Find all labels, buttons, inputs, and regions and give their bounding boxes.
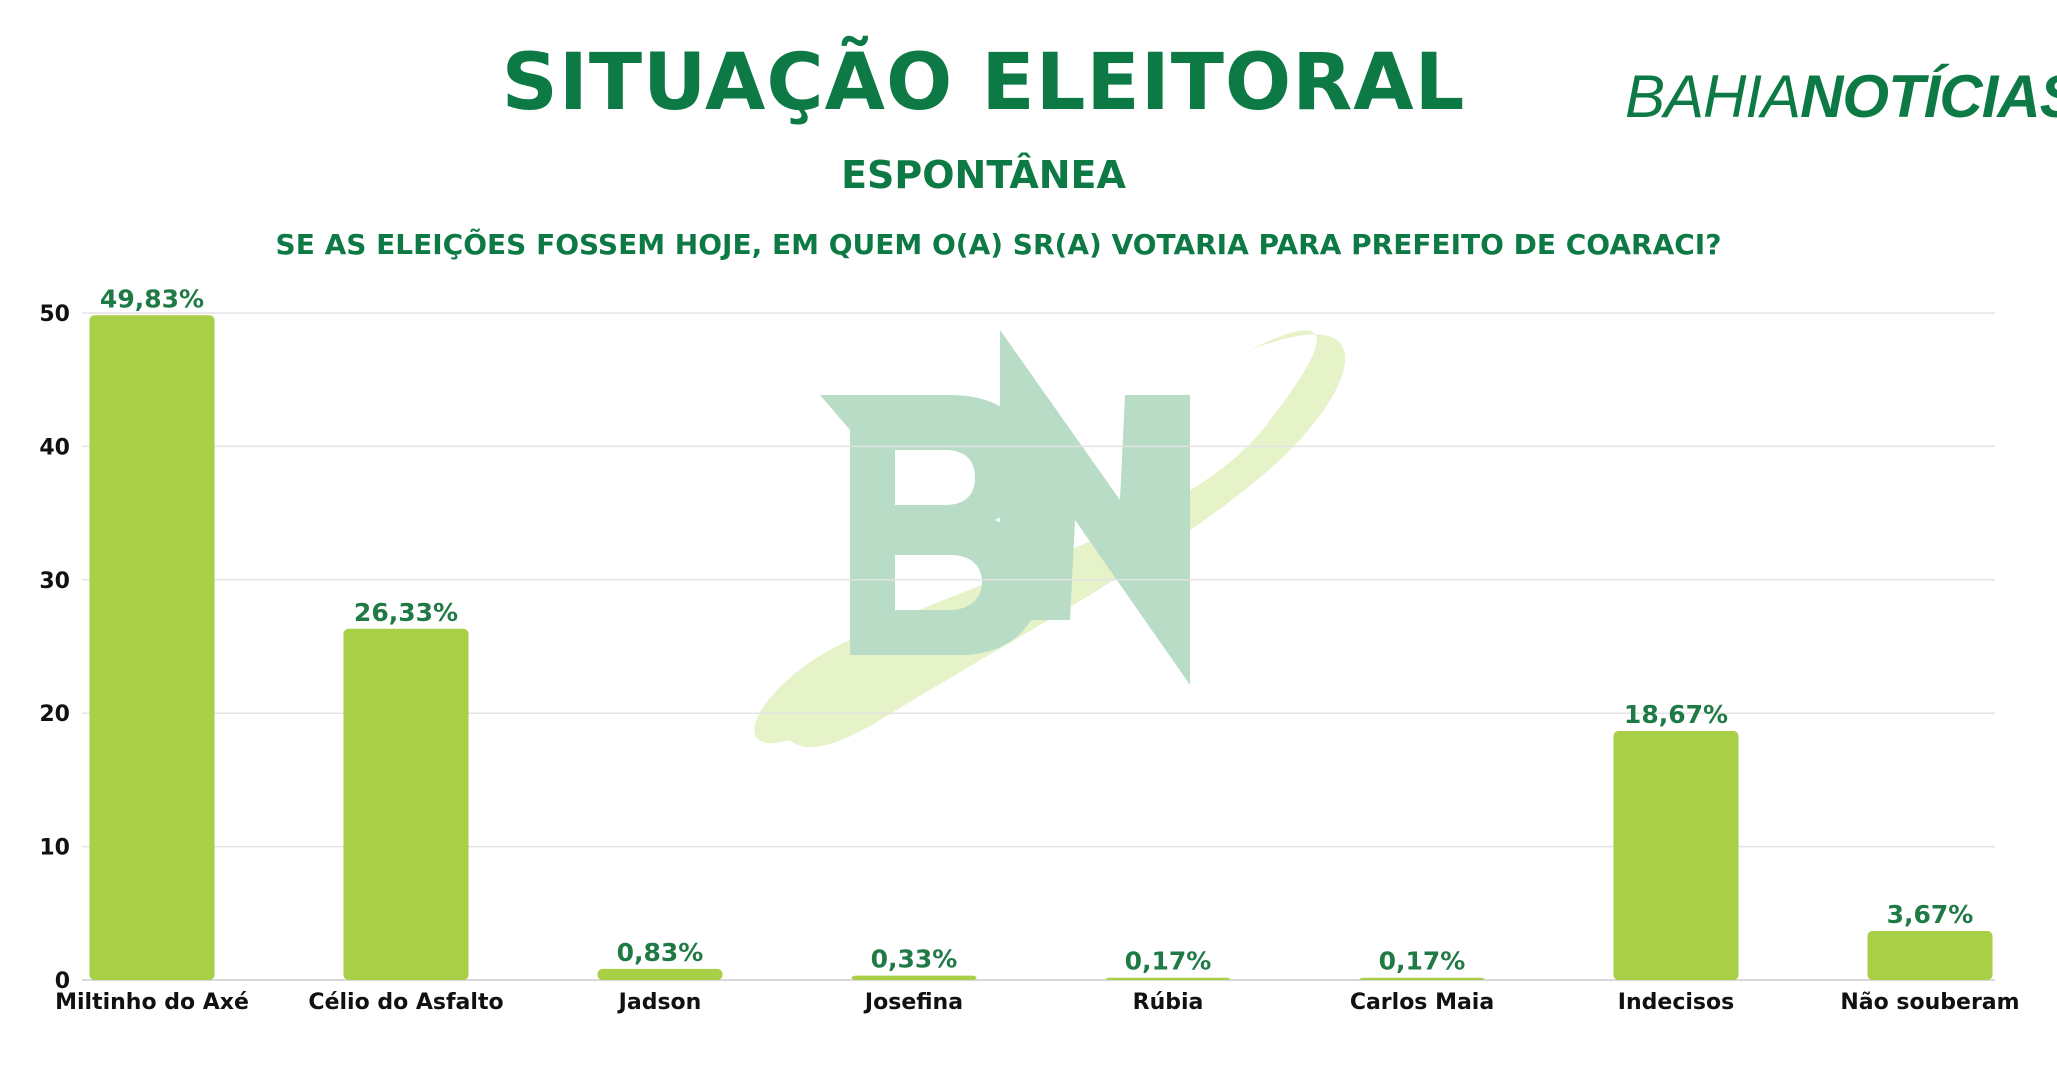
bar (1867, 931, 1993, 980)
bar (343, 628, 469, 980)
y-tick-label: 30 (39, 569, 70, 594)
data-labels: 49,83% 26,33% 0,83% 0,33% 0,17% 0,17% 18,67% 3,… (100, 284, 1973, 975)
data-label: 0,17% (1125, 947, 1212, 976)
category-label: Não souberam (1840, 990, 2019, 1015)
y-tick-label: 20 (39, 702, 70, 727)
y-tick-label: 40 (39, 435, 70, 460)
data-label: 3,67% (1887, 900, 1974, 929)
y-axis-ticks: 0 10 20 30 40 50 (39, 302, 70, 994)
y-tick-label: 0 (55, 969, 70, 994)
category-label: Indecisos (1618, 990, 1734, 1015)
category-label: Miltinho do Axé (55, 990, 249, 1015)
logo-part-bahia: BAHIA (1625, 63, 1801, 130)
bar (89, 315, 215, 980)
data-label: 0,33% (871, 945, 958, 974)
bar (851, 975, 977, 980)
category-label: Josefina (863, 990, 963, 1015)
category-label: Jadson (617, 990, 702, 1015)
bn-watermark-icon (754, 330, 1346, 748)
bar (597, 968, 723, 980)
category-label: Carlos Maia (1350, 990, 1494, 1015)
data-label: 0,17% (1379, 947, 1466, 976)
survey-question: SE AS ELEIÇÕES FOSSEM HOJE, EM QUEM O(A)… (275, 228, 1722, 261)
data-label: 0,83% (617, 938, 704, 967)
bar (1613, 730, 1739, 980)
logo-part-noticias: NOTÍCIAS (1800, 63, 2057, 130)
chart-title: SITUAÇÃO ELEITORAL (501, 38, 1466, 128)
y-tick-label: 10 (39, 836, 70, 861)
category-label: Célio do Asfalto (308, 990, 503, 1015)
bar (1359, 977, 1485, 980)
bahia-noticias-logo: BAHIANOTÍCIAS (1625, 62, 2057, 131)
data-label: 18,67% (1624, 700, 1728, 729)
category-label: Rúbia (1133, 990, 1204, 1015)
bars (89, 315, 1993, 980)
y-tick-label: 50 (39, 302, 70, 327)
bar (1105, 977, 1231, 980)
data-label: 26,33% (354, 598, 458, 627)
data-label: 49,83% (100, 284, 204, 313)
category-labels: Miltinho do Axé Célio do Asfalto Jadson Jos… (55, 990, 2020, 1015)
chart-subtitle: ESPONTÂNEA (841, 153, 1126, 197)
